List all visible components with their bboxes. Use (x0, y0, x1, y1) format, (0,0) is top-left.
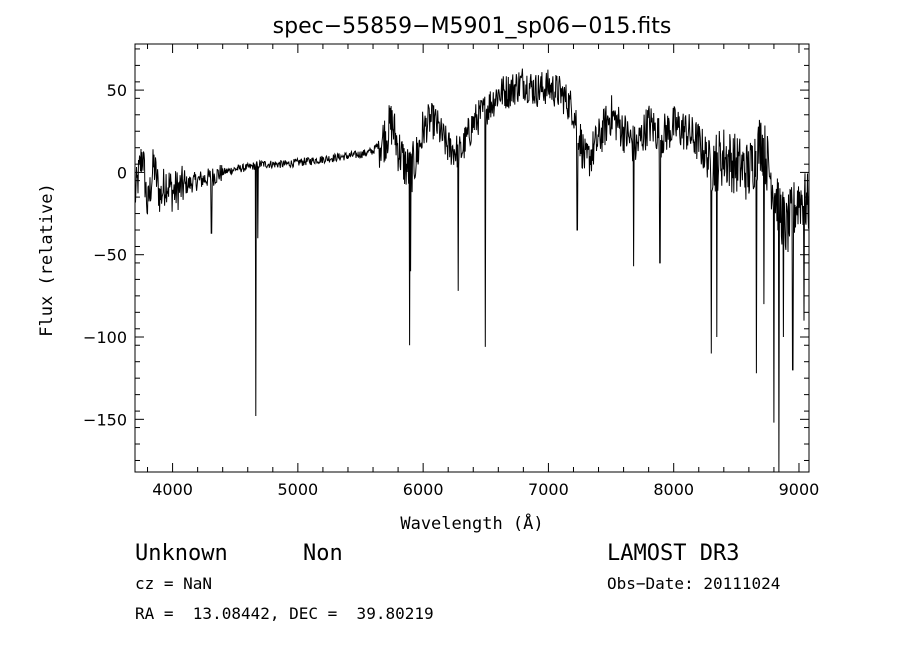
plot-frame (134, 43, 810, 473)
x-tick-label: 9000 (779, 480, 820, 499)
y-axis: 50 0 −50 −100 −150 (83, 48, 809, 461)
y-tick-label: −50 (93, 246, 127, 265)
coords-label: RA = 13.08442, DEC = 39.80219 (135, 604, 434, 623)
y-tick-label: −150 (83, 410, 127, 429)
spectrum-line (135, 68, 809, 472)
obs-date-label: Obs−Date: 20111024 (607, 574, 780, 593)
x-axis: 4000 5000 6000 7000 8000 9000 (147, 44, 820, 499)
x-tick-label: 7000 (528, 480, 569, 499)
survey-label: LAMOST DR3 (607, 541, 739, 566)
x-tick-label: 5000 (278, 480, 319, 499)
x-tick-label: 8000 (653, 480, 694, 499)
object-class-label: Unknown (135, 541, 228, 566)
y-axis-label: Flux (relative) (37, 183, 57, 337)
y-tick-label: 50 (107, 81, 127, 100)
x-tick-label: 6000 (403, 480, 444, 499)
subclass-label: Non (303, 541, 343, 566)
chart-title: spec−55859−M5901_sp06−015.fits (273, 14, 672, 39)
cz-label: cz = NaN (135, 574, 212, 593)
y-tick-label: −100 (83, 328, 127, 347)
x-tick-label: 4000 (152, 480, 193, 499)
x-axis-label: Wavelength (Å) (400, 512, 543, 534)
y-tick-label: 0 (117, 163, 127, 182)
